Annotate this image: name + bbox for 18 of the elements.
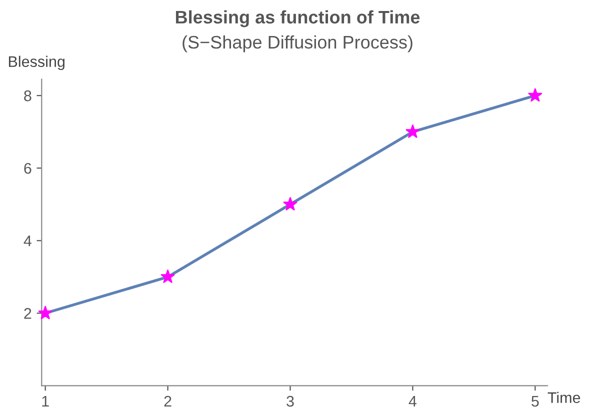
y-tick-label: 2: [24, 308, 32, 319]
point: [528, 88, 542, 102]
chart-title: Blessing as function of Time: [176, 10, 420, 28]
y-tick-label: 6: [24, 162, 32, 174]
point: [160, 270, 175, 283]
y-axis-title: Blessing: [8, 56, 64, 70]
y-tick-label: 4: [24, 236, 32, 246]
x-tick-label: 5: [532, 396, 539, 407]
point: [38, 306, 52, 320]
point: [283, 197, 298, 210]
chart-subtitle: (S−Shape Diffusion Process): [182, 35, 412, 52]
x-tick-label: 2: [164, 396, 172, 407]
x-tick-label: 3: [286, 396, 294, 407]
y-tick-label: 8: [24, 90, 32, 102]
x-axis-title: Time: [548, 392, 580, 404]
x-tick-label: 4: [408, 396, 416, 407]
point: [406, 124, 420, 138]
x-tick-label: 1: [42, 396, 49, 407]
